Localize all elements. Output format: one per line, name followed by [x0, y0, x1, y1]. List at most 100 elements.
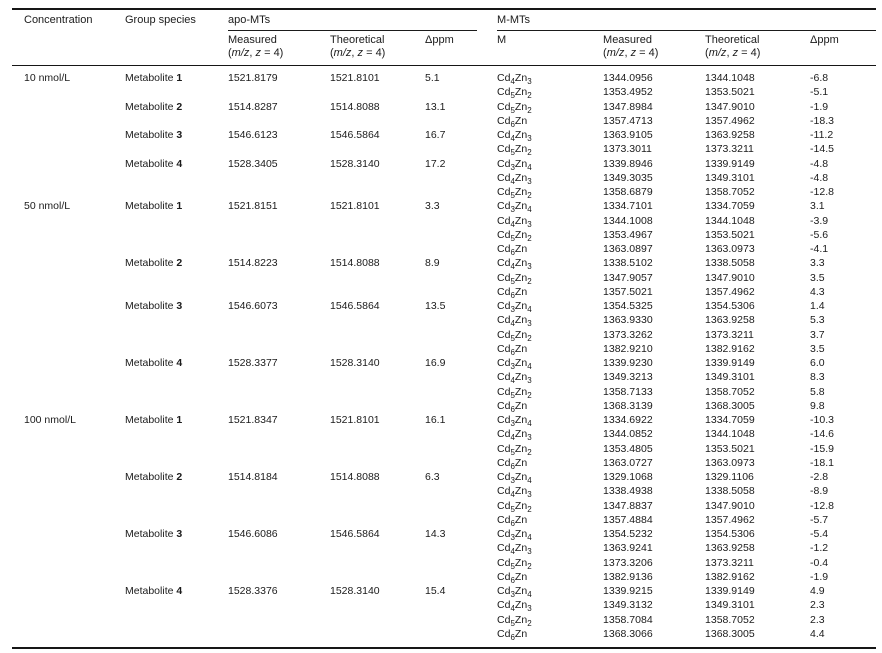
- concentration-cell: [12, 584, 125, 598]
- m-theoretical-cell: 1373.3211: [705, 328, 754, 341]
- concentration-cell: [12, 613, 125, 627]
- m-measured-cell: 1354.5232: [603, 528, 653, 540]
- table-row: 50 nmol/L Metabolite 1 1521.8151 1521.8101 3…: [12, 199, 876, 213]
- species-cell: [125, 171, 228, 185]
- m-measured-cell: 1373.3206: [603, 556, 653, 569]
- m-species-cell: Cd6Zn: [497, 243, 528, 257]
- m-measured-cell: 1353.4967: [603, 228, 653, 241]
- m-species-cell: Cd5Zn2: [497, 328, 532, 342]
- apo-theoretical-cell: [330, 342, 425, 356]
- m-measured-cell: 1349.3132: [603, 599, 653, 612]
- m-dppm-cell: -18.1: [810, 456, 834, 469]
- apo-theoretical-cell: [330, 456, 425, 470]
- species-cell: [125, 242, 228, 256]
- m-theoretical-cell: 1358.7052: [705, 186, 755, 198]
- species-cell: Metabolite 2: [125, 100, 183, 113]
- concentration-cell: 50 nmol/L: [24, 200, 71, 213]
- m-species-cell: Cd5Zn2: [497, 86, 532, 100]
- m-theoretical-cell: 1347.9010: [705, 271, 755, 284]
- table-row: Metabolite 2 1514.8223 1514.8088 8.9 Cd4Zn3 1…: [12, 256, 876, 270]
- species-cell: [125, 313, 228, 327]
- m-dppm-cell: 3.5: [810, 342, 825, 355]
- apo-measured-cell: [228, 399, 330, 413]
- m-measured-cell: 1344.1008: [603, 214, 653, 227]
- table-row: Cd5Zn2 1373.3206 1373.3211 -0.4: [12, 556, 876, 570]
- apo-dppm-cell: 17.2: [425, 157, 446, 170]
- apo-theoretical-cell: [330, 427, 425, 441]
- apo-dppm-cell: 16.7: [425, 129, 446, 141]
- apo-measured-cell: 1528.3377: [228, 357, 278, 369]
- apo-dppm-cell: 15.4: [425, 585, 446, 597]
- m-species-cell: Cd6Zn: [497, 342, 528, 356]
- species-cell: [125, 484, 228, 498]
- m-measured-cell: 1373.3262: [603, 328, 653, 341]
- table-row: Cd4Zn3 1349.3132 1349.3101 2.3: [12, 598, 876, 612]
- apo-dppm-cell: [425, 499, 497, 513]
- apo-dppm-cell: [425, 271, 497, 285]
- apo-measured-cell: [228, 442, 330, 456]
- col-header-apo-theoretical: Theoretical (m/z, z = 4): [330, 31, 425, 66]
- m-measured-cell: 1334.7101: [603, 200, 653, 213]
- table-row: Cd6Zn 1357.4713 1357.4962 -18.3: [12, 114, 876, 128]
- concentration-cell: [12, 328, 125, 342]
- apo-measured-cell: [228, 142, 330, 156]
- m-measured-cell: 1363.0727: [603, 456, 653, 469]
- apo-dppm-cell: [425, 370, 497, 384]
- apo-theoretical-cell: [330, 242, 425, 256]
- apo-theoretical-cell: 1546.5864: [330, 129, 380, 141]
- apo-measured-cell: [228, 285, 330, 299]
- species-cell: [125, 556, 228, 570]
- table-row: Metabolite 2 1514.8184 1514.8088 6.3 Cd3Zn4 1…: [12, 470, 876, 484]
- m-theoretical-cell: 1357.4962: [705, 513, 755, 526]
- apo-theoretical-cell: [330, 385, 425, 399]
- m-measured-cell: 1329.1068: [603, 471, 653, 483]
- col-group-m-mts: M-MTs: [497, 9, 877, 31]
- apo-measured-cell: [228, 228, 330, 242]
- m-species-cell: Cd4Zn3: [497, 428, 532, 442]
- m-species-cell: Cd3Zn4: [497, 357, 532, 371]
- m-dppm-cell: -0.4: [810, 556, 829, 569]
- m-theoretical-cell: 1382.9162: [705, 342, 755, 355]
- m-dppm-cell: -15.9: [810, 442, 834, 455]
- species-cell: [125, 541, 228, 555]
- concentration-cell: [12, 256, 125, 270]
- m-species-cell: Cd4Zn3: [497, 485, 532, 499]
- m-measured-cell: 1339.9215: [603, 585, 653, 597]
- m-species-cell: Cd3Zn4: [497, 528, 532, 542]
- apo-theoretical-cell: [330, 541, 425, 555]
- species-cell: [125, 328, 228, 342]
- col-group-apo-mts: apo-MTs: [228, 9, 497, 31]
- m-species-cell: Cd5Zn2: [497, 143, 532, 157]
- table-row: 100 nmol/L Metabolite 1 1521.8347 1521.8101…: [12, 413, 876, 427]
- m-theoretical-cell: 1363.9258: [705, 314, 755, 327]
- col-header-m-measured: Measured (m/z, z = 4): [603, 31, 706, 66]
- m-measured-cell: 1358.7084: [603, 613, 653, 626]
- apo-theoretical-cell: [330, 484, 425, 498]
- concentration-cell: [12, 157, 125, 171]
- m-theoretical-cell: 1339.9149: [705, 585, 755, 597]
- species-cell: [125, 142, 228, 156]
- concentration-cell: [12, 484, 125, 498]
- apo-measured-cell: 1546.6073: [228, 300, 278, 312]
- species-cell: Metabolite 2: [125, 257, 183, 270]
- m-measured-cell: 1347.9057: [603, 271, 653, 284]
- concentration-cell: [12, 271, 125, 285]
- m-theoretical-cell: 1363.0973: [705, 456, 755, 469]
- col-header-apo-dppm: Δppm: [425, 31, 498, 66]
- table-row: Cd6Zn 1368.3139 1368.3005 9.8: [12, 399, 876, 413]
- species-cell: [125, 613, 228, 627]
- concentration-cell: [12, 598, 125, 612]
- m-theoretical-cell: 1339.9149: [705, 357, 755, 369]
- apo-dppm-cell: 13.5: [425, 300, 446, 312]
- table-row: Metabolite 4 1528.3376 1528.3140 15.4 Cd3Zn4…: [12, 584, 876, 598]
- m-species-cell: Cd3Zn4: [497, 200, 532, 214]
- m-measured-cell: 1358.6879: [603, 186, 653, 198]
- m-dppm-cell: 4.3: [810, 285, 825, 298]
- concentration-cell: [12, 100, 125, 114]
- apo-theoretical-cell: [330, 598, 425, 612]
- apo-dppm-cell: [425, 541, 497, 555]
- species-cell: Metabolite 3: [125, 300, 183, 312]
- m-species-cell: Cd4Zn3: [497, 72, 532, 86]
- m-species-cell: Cd3Zn4: [497, 471, 532, 485]
- apo-measured-cell: [228, 513, 330, 527]
